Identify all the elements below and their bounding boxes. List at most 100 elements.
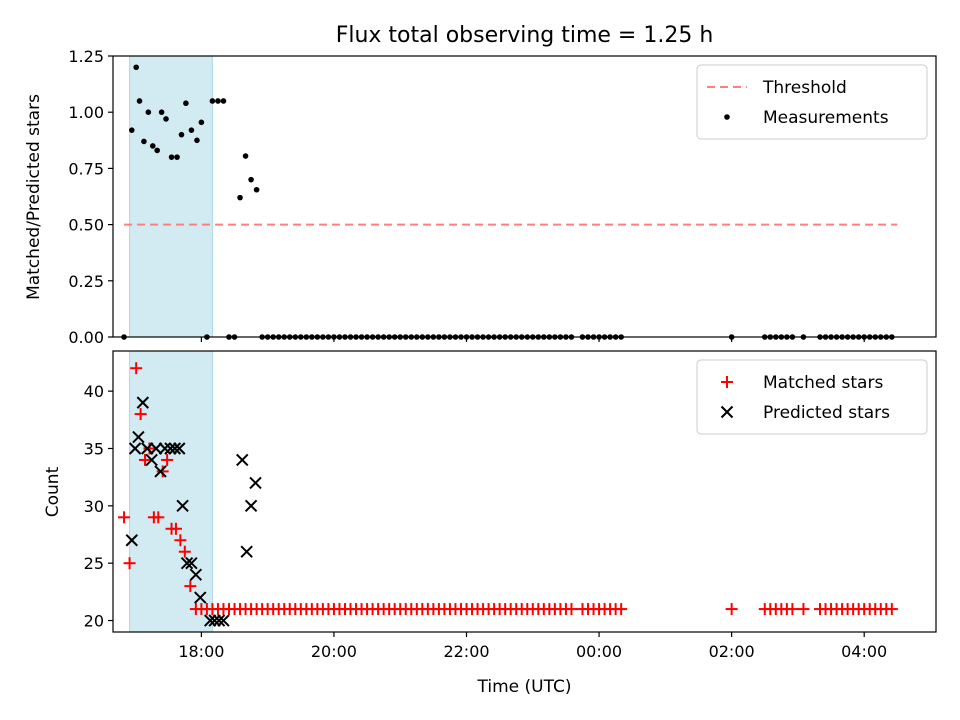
legend-swatch <box>724 114 730 120</box>
measurement-point <box>220 98 227 104</box>
observing-interval-shading <box>129 55 213 338</box>
matched-stars-point <box>786 603 799 616</box>
y-tick-label: 20 <box>84 612 104 631</box>
matched-stars-point <box>565 603 578 616</box>
predicted-stars-point <box>136 396 150 409</box>
matched-stars-point <box>118 511 131 524</box>
predicted-stars-point <box>158 442 172 455</box>
measurement-point <box>128 127 135 133</box>
y-tick-label: 0.25 <box>68 272 104 291</box>
measurement-point <box>178 131 185 138</box>
matched-stars-point <box>130 362 143 375</box>
axes-frame <box>112 350 937 633</box>
measurement-point <box>163 116 169 122</box>
matched-stars-point <box>174 534 187 547</box>
legend-label: Matched stars <box>763 373 883 393</box>
predicted-stars-point <box>149 442 163 455</box>
y-tick-label: 30 <box>84 497 104 516</box>
y-tick-label: 1.25 <box>68 47 104 66</box>
predicted-stars-point <box>176 499 189 513</box>
predicted-stars-point <box>189 568 203 581</box>
predicted-stars-point <box>217 614 230 627</box>
measurement-point <box>188 127 195 133</box>
x-tick-label: 20:00 <box>311 642 357 661</box>
measurement-point <box>198 119 205 126</box>
measurement-point <box>168 154 175 160</box>
predicted-stars-point <box>145 453 158 467</box>
measurement-point <box>253 186 260 193</box>
legend-swatch <box>721 376 733 388</box>
matched-stars-point <box>169 522 182 535</box>
predicted-stars-point <box>141 442 154 455</box>
x-tick-label: 02:00 <box>709 642 755 661</box>
predicted-stars-point <box>164 442 177 455</box>
legend-label: Threshold <box>762 78 847 98</box>
x-tick-label: 18:00 <box>178 642 224 661</box>
predicted-stars-point <box>132 430 145 444</box>
matched-stars-point <box>885 603 898 616</box>
predicted-stars-point <box>128 442 142 455</box>
legend-swatch <box>720 405 734 419</box>
matched-stars-point <box>139 453 152 466</box>
measurement-point <box>248 176 254 183</box>
predicted-stars-point <box>244 499 258 513</box>
predicted-stars-point <box>180 556 194 570</box>
legend: Matched stars Predicted stars <box>696 359 928 435</box>
predicted-stars-point <box>240 545 253 558</box>
matched-stars-point <box>161 453 174 466</box>
predicted-stars-point <box>249 476 262 490</box>
y-tick-label: 0.75 <box>68 159 104 178</box>
predicted-stars-point <box>154 465 167 478</box>
measurement-point <box>145 109 152 115</box>
x-tick-label: 00:00 <box>576 642 622 661</box>
measurement-point <box>133 64 139 71</box>
measurement-point <box>136 98 143 104</box>
measurement-point <box>242 153 249 159</box>
measurement-point <box>158 109 165 115</box>
matched-stars-point <box>178 545 191 558</box>
measurement-point <box>174 154 180 160</box>
matched-stars-point <box>152 511 165 524</box>
x-tick-label: 22:00 <box>443 642 489 661</box>
measurement-point <box>237 194 243 201</box>
top-panel: 0.00 0.25 0.50 0.75 1.00 1.25 Threshold Measure… <box>68 47 937 347</box>
matched-stars-point <box>615 603 628 616</box>
predicted-stars-point <box>204 614 217 627</box>
y-tick-label: 35 <box>84 439 104 458</box>
legend-label: Measurements <box>763 108 889 128</box>
y-tick-label: 0.50 <box>68 216 104 235</box>
predicted-stars-point <box>208 614 221 627</box>
matched-stars-point <box>134 408 147 421</box>
legend-box <box>696 359 928 435</box>
predicted-stars-point <box>173 442 186 455</box>
x-tick-label: 04:00 <box>841 642 887 661</box>
y-tick-label: 0.00 <box>68 328 104 347</box>
matched-stars-point <box>725 603 738 616</box>
y-tick-label: 1.00 <box>68 103 104 122</box>
figure-title: Flux total observing time = 1.25 h <box>336 23 714 48</box>
predicted-stars-point <box>236 453 249 467</box>
measurement-point <box>149 143 156 149</box>
x-axis-label: Time (UTC) <box>477 677 572 697</box>
top-y-axis-label: Matched/Predicted stars <box>24 94 44 300</box>
predicted-stars-point <box>125 534 138 547</box>
predicted-stars-point <box>185 556 198 570</box>
measurement-point <box>215 98 221 104</box>
measurement-point <box>194 137 200 144</box>
matched-stars-point <box>797 603 810 616</box>
legend-label: Predicted stars <box>763 403 890 423</box>
predicted-stars-point <box>194 591 207 604</box>
predicted-stars-point <box>212 614 226 627</box>
legend: Threshold Measurements <box>696 64 928 140</box>
bottom-panel: 20 25 30 35 40 18:00 20:00 22:00 00:00 02:00 04:00… <box>84 350 937 661</box>
legend-box <box>696 64 928 140</box>
y-tick-label: 40 <box>84 382 104 401</box>
measurement-point <box>141 138 147 145</box>
bottom-y-axis-label: Count <box>43 466 63 517</box>
matched-stars-point <box>143 442 156 455</box>
predicted-stars-point <box>168 442 182 455</box>
measurement-point <box>209 98 216 104</box>
matched-stars-point <box>184 580 197 593</box>
y-tick-label: 25 <box>84 554 104 573</box>
